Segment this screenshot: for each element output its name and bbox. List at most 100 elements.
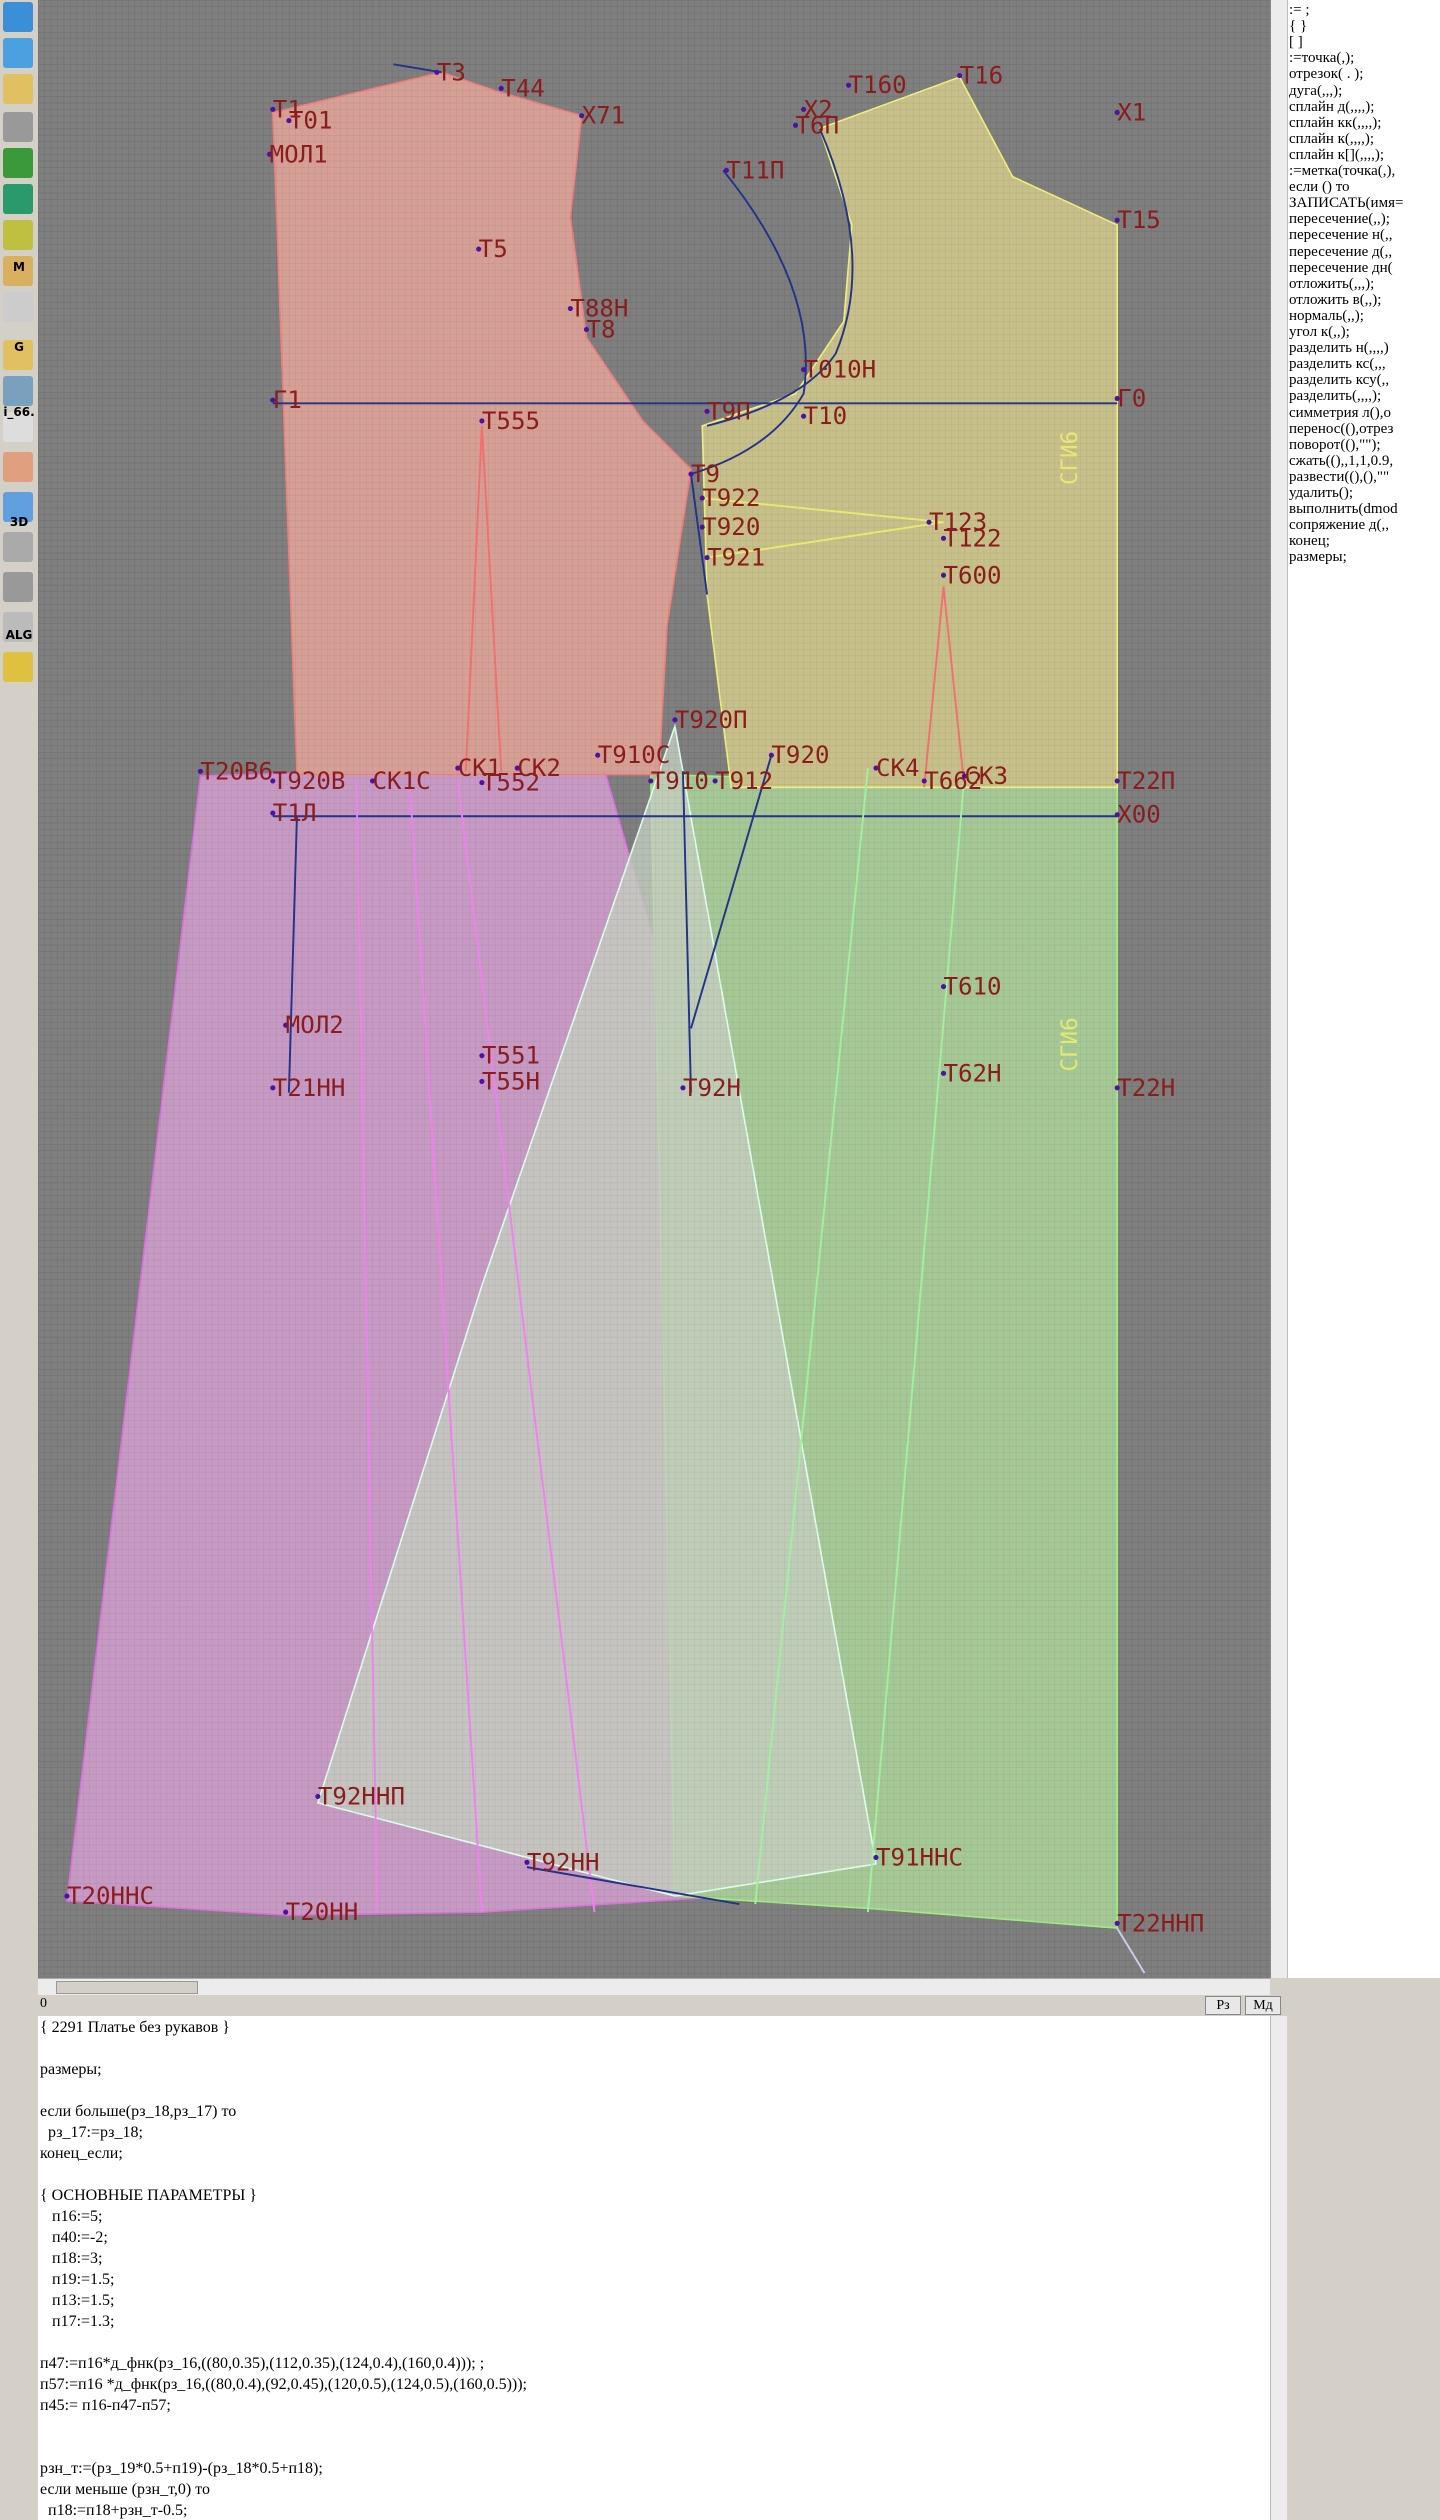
tool-button[interactable]: [3, 652, 33, 682]
point-label: Т88Н: [570, 295, 628, 323]
code-line: п40:=-2;: [40, 2229, 108, 2246]
tool-button[interactable]: [3, 112, 33, 142]
tool-button[interactable]: [3, 376, 33, 406]
vertical-scrollbar[interactable]: [1270, 2016, 1287, 2520]
tool-button[interactable]: [3, 184, 33, 214]
command-item[interactable]: разделить кс(,,,: [1289, 356, 1386, 373]
point: [286, 117, 292, 124]
point-label: Т22П: [1117, 767, 1175, 795]
point-label: Т6П: [796, 111, 840, 139]
point-label: Т910: [651, 767, 709, 795]
tool-button[interactable]: [3, 256, 33, 286]
point: [926, 519, 932, 525]
point: [514, 765, 520, 771]
tool-button[interactable]: [3, 292, 33, 322]
command-item[interactable]: сжать((),,1,1,0.9,: [1289, 452, 1394, 469]
command-item[interactable]: поворот((),"");: [1289, 436, 1381, 453]
tool-button[interactable]: [3, 612, 33, 642]
scroll-thumb[interactable]: [56, 1981, 198, 1994]
point: [270, 397, 276, 403]
point: [64, 1893, 70, 1899]
vertical-scrollbar[interactable]: [1271, 0, 1288, 1978]
command-item[interactable]: сплайн д(,,,,);: [1289, 98, 1375, 115]
command-item[interactable]: сплайн кк(,,,,);: [1289, 114, 1382, 131]
point: [270, 106, 276, 112]
point: [479, 1078, 485, 1084]
command-item[interactable]: конец;: [1289, 533, 1330, 550]
point-label: Т9П: [707, 397, 751, 425]
point: [1114, 1085, 1120, 1091]
command-item[interactable]: удалить();: [1289, 485, 1354, 501]
command-item[interactable]: перенос((),отрез: [1289, 420, 1394, 437]
command-item[interactable]: разделить н(,,,,): [1289, 340, 1389, 357]
command-item[interactable]: := ;: [1289, 2, 1310, 18]
command-item[interactable]: дуга(,,,);: [1289, 82, 1343, 99]
code-editor[interactable]: { 2291 Платье без рукавов } размеры; если …: [38, 2016, 1270, 2520]
code-line: рзн_т:=(рз_19*0.5+п19)-(рз_18*0.5+п18);: [40, 2460, 323, 2477]
command-item[interactable]: симметрия л(),о: [1289, 404, 1391, 421]
point: [270, 778, 276, 784]
command-item[interactable]: { }: [1289, 18, 1308, 35]
point-label: Т922: [702, 484, 760, 512]
point: [283, 1909, 289, 1915]
command-item[interactable]: :=точка(,);: [1289, 50, 1355, 67]
tool-button[interactable]: [3, 220, 33, 250]
command-item[interactable]: отложить(,,,);: [1289, 275, 1375, 292]
tool-button[interactable]: [3, 492, 33, 522]
point-label: Т910С: [598, 741, 671, 769]
construction-lines: [272, 63, 1146, 1974]
status-bar: 0 Рз Мд: [38, 1995, 1288, 2015]
tool-button[interactable]: [3, 74, 33, 104]
point: [498, 85, 504, 91]
tool-button[interactable]: [3, 452, 33, 482]
fold-label: СГИ6: [1057, 1017, 1083, 1071]
tool-button[interactable]: [3, 148, 33, 178]
point: [524, 1859, 530, 1865]
point: [801, 106, 807, 112]
piece-grid: [38, 0, 1270, 1978]
point-label: Т9: [691, 460, 720, 488]
command-item[interactable]: выполнить(dmod: [1289, 501, 1398, 518]
command-item[interactable]: развести((),(),"": [1289, 468, 1390, 485]
point-label: Т16: [960, 62, 1004, 90]
point-label: Т921: [707, 544, 765, 572]
code-line: п45:= п16-п47-п57;: [40, 2397, 171, 2414]
command-item[interactable]: разделить(,,,,);: [1289, 388, 1382, 405]
tool-button[interactable]: [3, 340, 33, 370]
command-item[interactable]: сопряжение д(,,: [1289, 517, 1389, 534]
point-label: Х71: [582, 102, 626, 130]
command-item[interactable]: сплайн к[](,,,,);: [1289, 146, 1385, 163]
command-item[interactable]: разделить ксу(,,: [1289, 372, 1390, 389]
command-item[interactable]: сплайн к(,,,,);: [1289, 130, 1375, 147]
point: [957, 72, 963, 79]
point: [267, 151, 273, 157]
command-item[interactable]: пересечение д(,,: [1289, 243, 1393, 260]
command-item[interactable]: нормаль(,,);: [1289, 307, 1364, 324]
command-item[interactable]: если () то: [1289, 179, 1350, 196]
tool-button[interactable]: [3, 572, 33, 602]
command-item[interactable]: отложить в(,,);: [1289, 291, 1382, 308]
point-label: Т92НН: [527, 1848, 600, 1876]
point-label: Т160: [849, 71, 907, 99]
tool-button[interactable]: [3, 2, 33, 32]
command-item[interactable]: отрезок( . );: [1289, 66, 1364, 83]
command-item[interactable]: ЗАПИСАТЬ(имя=: [1289, 195, 1404, 212]
tool-button[interactable]: [3, 412, 33, 442]
command-item[interactable]: пересечение(,,);: [1289, 211, 1390, 228]
code-line: если меньше (рзн_т,0) то: [40, 2481, 210, 2498]
command-item[interactable]: [ ]: [1289, 34, 1303, 51]
command-item[interactable]: пересечение н(,,: [1289, 227, 1393, 244]
command-item[interactable]: пересечение дн(: [1289, 259, 1393, 276]
command-item[interactable]: угол к(,,);: [1289, 324, 1350, 340]
point-label: Х1: [1117, 99, 1146, 127]
command-item[interactable]: :=метка(точка(,),: [1289, 163, 1396, 179]
code-line: п57:=п16 *д_фнк(рз_16,((80,0.4),(92,0.45…: [40, 2376, 527, 2393]
code-line: п19:=1.5;: [40, 2271, 115, 2288]
tool-button[interactable]: [3, 532, 33, 562]
command-item[interactable]: размеры;: [1289, 549, 1347, 566]
button[interactable]: Рз: [1205, 1996, 1241, 2015]
horizontal-scrollbar[interactable]: [38, 1978, 1270, 1995]
button[interactable]: Мд: [1245, 1996, 1281, 2015]
tool-button[interactable]: [3, 38, 33, 68]
